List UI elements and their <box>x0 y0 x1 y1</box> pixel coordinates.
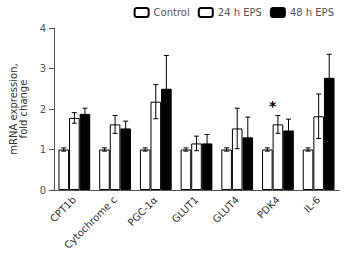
svg-text:4: 4 <box>40 23 46 34</box>
svg-text:48 h EPS: 48 h EPS <box>290 7 334 18</box>
svg-text:PDK4: PDK4 <box>255 194 282 221</box>
svg-text:1: 1 <box>40 144 46 155</box>
svg-text:Control: Control <box>154 7 190 18</box>
svg-text:3: 3 <box>40 63 46 74</box>
svg-text:GLUT4: GLUT4 <box>210 194 241 225</box>
svg-text:GLUT1: GLUT1 <box>170 194 201 225</box>
svg-text:*: * <box>269 98 277 114</box>
svg-text:24 h EPS: 24 h EPS <box>218 7 262 18</box>
svg-text:fold change: fold change <box>18 80 29 139</box>
svg-text:PGC-1α: PGC-1α <box>126 194 160 228</box>
svg-text:Cytochrome c: Cytochrome c <box>62 194 119 251</box>
svg-text:mRNA expression,: mRNA expression, <box>8 63 20 155</box>
svg-text:2: 2 <box>40 104 46 115</box>
svg-text:IL-6: IL-6 <box>302 194 323 215</box>
svg-text:0: 0 <box>40 185 46 196</box>
svg-text:CPT1b: CPT1b <box>48 194 78 224</box>
